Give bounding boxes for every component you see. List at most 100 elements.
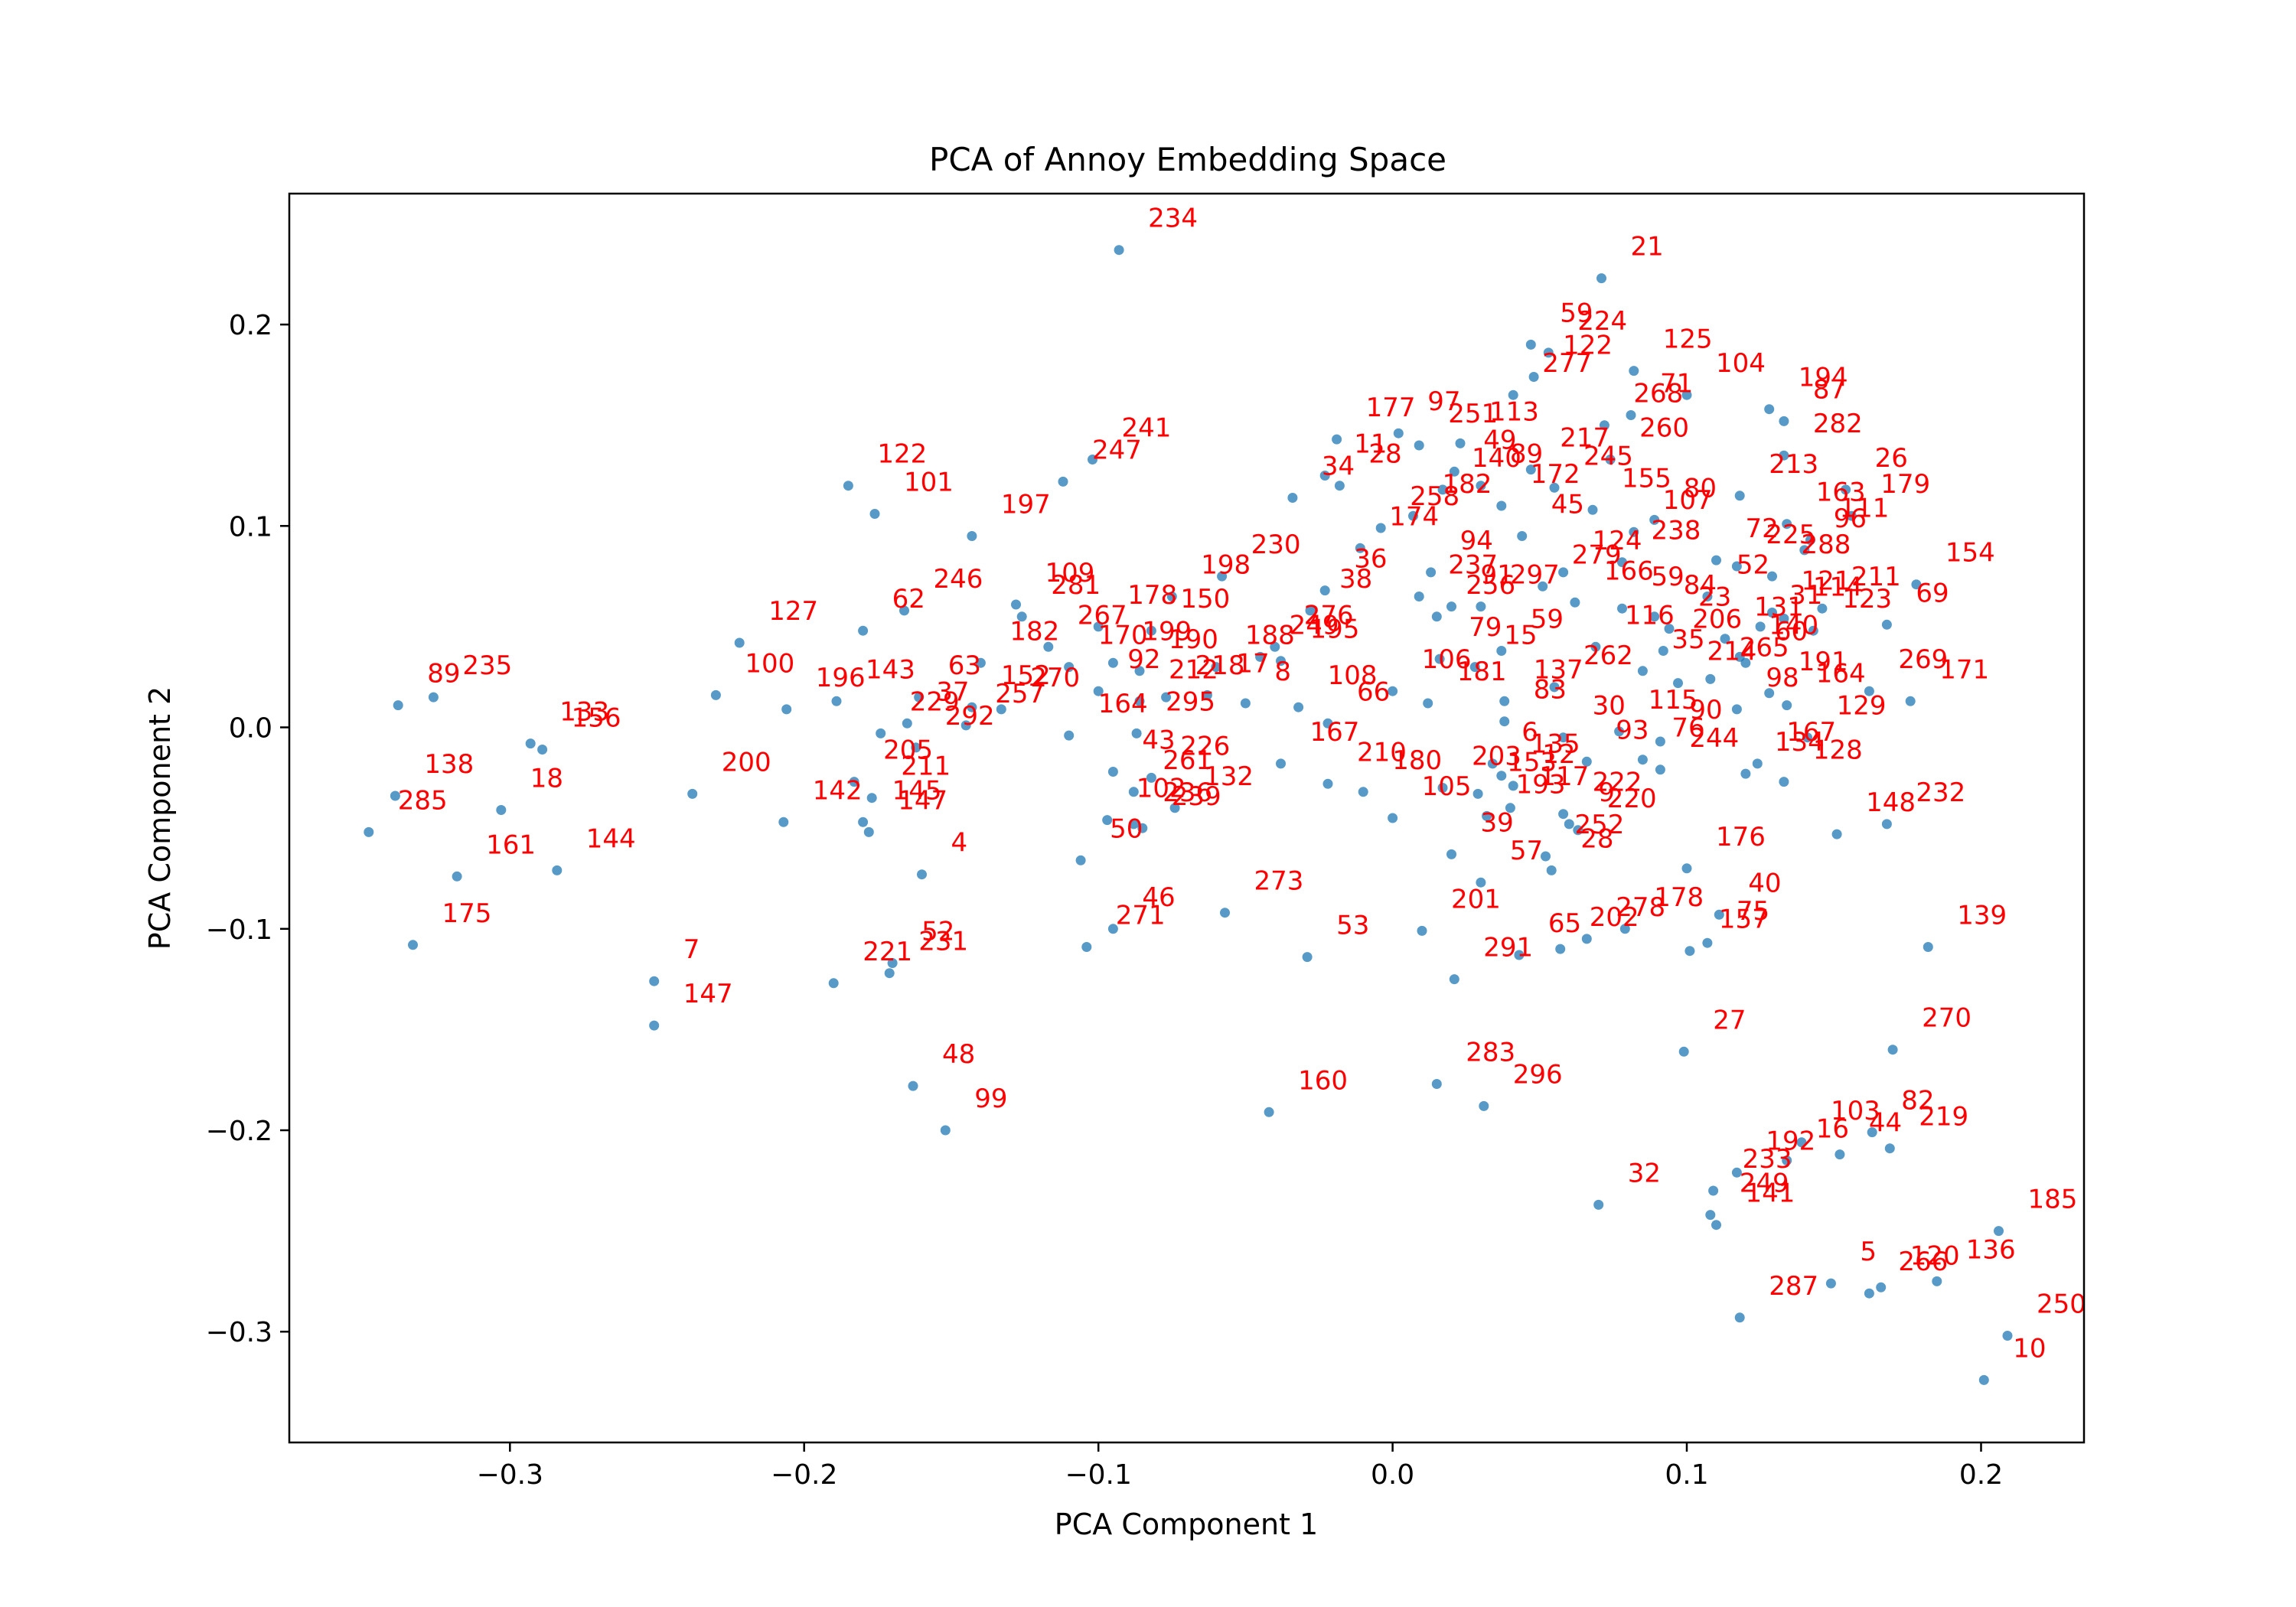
data-point bbox=[1864, 686, 1874, 696]
point-label: 211 bbox=[901, 751, 951, 782]
data-point bbox=[1414, 592, 1424, 601]
point-label: 273 bbox=[1254, 866, 1304, 897]
y-axis-label: PCA Component 2 bbox=[143, 686, 177, 950]
point-label: 138 bbox=[424, 749, 474, 780]
point-label: 153 bbox=[1507, 747, 1557, 777]
point-label: 59 bbox=[1652, 562, 1684, 592]
point-label: 257 bbox=[995, 679, 1045, 709]
point-label: 267 bbox=[1078, 600, 1127, 631]
point-label: 200 bbox=[722, 747, 771, 777]
data-point bbox=[1220, 908, 1230, 918]
data-point bbox=[1487, 758, 1498, 769]
data-point bbox=[1264, 1107, 1274, 1117]
data-point bbox=[1287, 493, 1298, 503]
point-label: 141 bbox=[1746, 1178, 1795, 1209]
point-label: 256 bbox=[1466, 570, 1515, 601]
point-label: 292 bbox=[945, 701, 995, 732]
data-point bbox=[1764, 688, 1775, 699]
data-point bbox=[1332, 434, 1342, 445]
data-point bbox=[1835, 1149, 1845, 1160]
point-label: 197 bbox=[1001, 490, 1051, 520]
y-tick-label: 0.0 bbox=[229, 713, 272, 745]
point-label: 92 bbox=[1127, 644, 1160, 675]
point-label: 171 bbox=[1939, 654, 1989, 685]
point-label: 79 bbox=[1469, 612, 1502, 643]
data-point bbox=[858, 817, 869, 827]
point-label: 91 bbox=[1481, 560, 1514, 591]
data-point bbox=[1146, 625, 1156, 636]
point-label: 108 bbox=[1328, 660, 1378, 691]
point-label: 244 bbox=[1689, 723, 1739, 754]
data-point bbox=[1437, 484, 1448, 495]
point-label: 63 bbox=[948, 650, 981, 681]
point-label: 182 bbox=[1443, 469, 1492, 500]
point-label: 15 bbox=[1504, 621, 1537, 651]
y-tick-label: −0.2 bbox=[206, 1116, 272, 1147]
point-label: 31 bbox=[1789, 580, 1822, 611]
point-label: 124 bbox=[1593, 526, 1642, 556]
point-label: 192 bbox=[1766, 1126, 1815, 1156]
data-point bbox=[996, 704, 1006, 715]
data-point bbox=[1423, 698, 1433, 709]
point-label: 217 bbox=[1560, 423, 1609, 454]
point-label: 251 bbox=[1448, 399, 1498, 429]
data-point bbox=[975, 657, 986, 668]
point-label: 16 bbox=[1816, 1114, 1849, 1145]
point-label: 199 bbox=[1142, 616, 1192, 647]
point-label: 233 bbox=[1743, 1144, 1792, 1175]
data-point bbox=[1782, 1156, 1792, 1165]
point-label: 269 bbox=[1898, 644, 1948, 675]
point-label: 195 bbox=[1310, 614, 1360, 645]
point-label: 97 bbox=[1427, 386, 1460, 417]
point-label: 75 bbox=[1737, 896, 1769, 927]
data-point bbox=[1808, 625, 1818, 636]
point-label: 69 bbox=[1916, 578, 1949, 608]
point-label: 241 bbox=[1122, 413, 1172, 444]
data-point bbox=[1599, 420, 1609, 431]
point-label: 219 bbox=[1919, 1102, 1968, 1133]
data-point bbox=[1240, 698, 1251, 709]
point-label: 155 bbox=[1622, 463, 1671, 494]
point-label: 270 bbox=[1922, 1003, 1971, 1034]
point-label: 80 bbox=[1684, 473, 1717, 504]
point-label: 107 bbox=[1663, 485, 1713, 516]
point-label: 127 bbox=[768, 596, 818, 627]
data-point bbox=[1276, 758, 1286, 769]
data-point bbox=[1202, 689, 1212, 700]
data-point bbox=[1573, 825, 1583, 836]
point-label: 231 bbox=[918, 927, 968, 957]
point-label: 201 bbox=[1451, 884, 1501, 914]
data-point bbox=[1322, 778, 1333, 789]
data-point bbox=[552, 865, 563, 875]
point-label: 76 bbox=[1671, 713, 1704, 744]
data-point bbox=[940, 1125, 951, 1136]
data-point bbox=[1994, 1226, 2004, 1237]
point-label: 28 bbox=[1368, 439, 1401, 470]
point-label: 84 bbox=[1684, 570, 1717, 601]
point-label: 4 bbox=[951, 828, 968, 859]
data-point bbox=[1805, 535, 1815, 546]
point-label: 235 bbox=[462, 650, 512, 681]
point-label: 234 bbox=[1148, 204, 1198, 234]
x-tick-label: 0.2 bbox=[1959, 1459, 2003, 1491]
data-point bbox=[1705, 1210, 1716, 1221]
data-point bbox=[1393, 428, 1404, 438]
data-point bbox=[1446, 849, 1456, 859]
point-label: 237 bbox=[1448, 550, 1498, 581]
data-point bbox=[408, 940, 418, 950]
data-point bbox=[1734, 1312, 1745, 1323]
data-point bbox=[1779, 450, 1789, 461]
point-label: 157 bbox=[1719, 905, 1769, 935]
data-point bbox=[1508, 390, 1518, 400]
data-point bbox=[1505, 803, 1515, 813]
data-point bbox=[1161, 692, 1172, 702]
point-label: 145 bbox=[892, 775, 942, 806]
data-point bbox=[1319, 471, 1330, 481]
point-label: 117 bbox=[1539, 761, 1589, 792]
data-point bbox=[1637, 755, 1648, 765]
point-label: 295 bbox=[1166, 686, 1215, 717]
data-point bbox=[1455, 438, 1466, 448]
data-point bbox=[849, 777, 859, 787]
point-label: 211 bbox=[1851, 562, 1901, 592]
